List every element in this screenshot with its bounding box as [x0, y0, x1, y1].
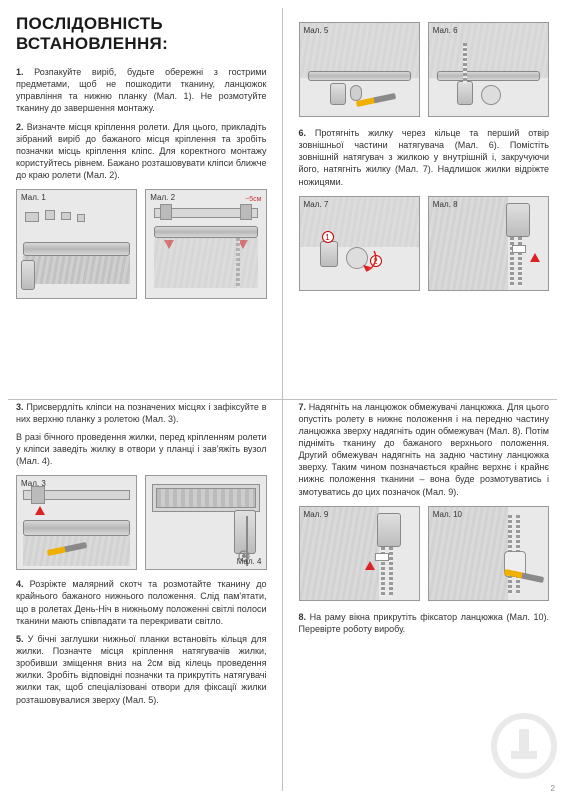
- quadrant-bottom-right: 7. Надягніть на ланцюжок обмежувачі ланц…: [283, 387, 565, 799]
- step-8-text: На раму вікна прикрутіть фіксатор ланцюж…: [299, 612, 549, 634]
- figure-8-label: Мал. 8: [433, 200, 458, 209]
- step-1-num: 1.: [16, 67, 24, 77]
- figure-7: Мал. 7 1 2: [299, 196, 420, 291]
- quadrant-bottom-left: 3. Присвердліть кліпси на позначених міс…: [0, 387, 283, 799]
- watermark-icon: [489, 711, 559, 781]
- step-6: 6. Протягніть жилку через кільце та перш…: [299, 127, 550, 188]
- callout-1: 1: [322, 231, 334, 243]
- step-5: 5. У бічні заглушки нижньої планки встан…: [16, 633, 267, 706]
- step-8: 8. На раму вікна прикрутіть фіксатор лан…: [299, 611, 550, 635]
- step-7-text: Надягніть на ланцюжок обмежувачі ланцюжк…: [299, 402, 550, 497]
- step-4-num: 4.: [16, 579, 24, 589]
- figure-5-label: Мал. 5: [304, 26, 329, 35]
- figure-10-label: Мал. 10: [433, 510, 462, 519]
- step-2: 2. Визначте місця кріплення ролети. Для …: [16, 121, 267, 182]
- figure-2-label: Мал. 2: [150, 193, 175, 202]
- step-4-text: Розріжте малярний скотч та розмотайте тк…: [16, 579, 267, 625]
- figure-3: Мал. 3: [16, 475, 137, 570]
- quadrant-top-right: Мал. 5 Мал. 6 6. Протягніть жилку через …: [283, 0, 565, 387]
- step-7-num: 7.: [299, 402, 307, 412]
- figrow-5-6: Мал. 5 Мал. 6: [299, 22, 550, 117]
- page-number: 2: [551, 784, 555, 793]
- figure-1: Мал. 1: [16, 189, 137, 299]
- step-8-num: 8.: [299, 612, 307, 622]
- step-3-text: Присвердліть кліпси на позначених місцях…: [16, 402, 267, 424]
- figrow-1-2: Мал. 1 Мал. 2 ~5см: [16, 189, 267, 299]
- step-3b: В разі бічного проведення жилки, перед к…: [16, 431, 267, 467]
- step-2-text: Визначте місця кріплення ролети. Для цьо…: [16, 122, 267, 181]
- step-5-text: У бічні заглушки нижньої планки встанові…: [16, 634, 267, 705]
- figure-9: Мал. 9: [299, 506, 420, 601]
- step-3-num: 3.: [16, 402, 24, 412]
- figure-1-label: Мал. 1: [21, 193, 46, 202]
- figure-3-label: Мал. 3: [21, 479, 46, 488]
- step-1: 1. Розпакуйте виріб, будьте обережні з г…: [16, 66, 267, 115]
- figrow-3-4: Мал. 3 Мал. 4: [16, 475, 267, 570]
- step-5-num: 5.: [16, 634, 24, 644]
- step-3: 3. Присвердліть кліпси на позначених міс…: [16, 401, 267, 425]
- quadrant-top-left: ПОСЛІДОВНІСТЬ ВСТАНОВЛЕННЯ: 1. Розпакуйт…: [0, 0, 283, 387]
- step-7: 7. Надягніть на ланцюжок обмежувачі ланц…: [299, 401, 550, 498]
- figure-9-label: Мал. 9: [304, 510, 329, 519]
- figrow-9-10: Мал. 9 Мал. 10: [299, 506, 550, 601]
- dim-5cm: ~5см: [245, 196, 261, 203]
- figure-2: Мал. 2 ~5см: [145, 189, 266, 299]
- step-6-text: Протягніть жилку через кільце та перший …: [299, 128, 550, 187]
- step-6-num: 6.: [299, 128, 307, 138]
- step-3b-text: В разі бічного проведення жилки, перед к…: [16, 432, 267, 466]
- step-2-num: 2.: [16, 122, 24, 132]
- figrow-7-8: Мал. 7 1 2 Мал. 8: [299, 196, 550, 291]
- page-title: ПОСЛІДОВНІСТЬ ВСТАНОВЛЕННЯ:: [16, 14, 267, 54]
- figure-5: Мал. 5: [299, 22, 420, 117]
- instruction-page: ПОСЛІДОВНІСТЬ ВСТАНОВЛЕННЯ: 1. Розпакуйт…: [0, 0, 565, 799]
- figure-8: Мал. 8: [428, 196, 549, 291]
- figure-4: Мал. 4: [145, 475, 266, 570]
- figure-7-label: Мал. 7: [304, 200, 329, 209]
- step-1-text: Розпакуйте виріб, будьте обережні з гост…: [16, 67, 267, 113]
- figure-6: Мал. 6: [428, 22, 549, 117]
- figure-4-label: Мал. 4: [237, 557, 262, 566]
- step-4: 4. Розріжте малярний скотч та розмотайте…: [16, 578, 267, 627]
- figure-6-label: Мал. 6: [433, 26, 458, 35]
- figure-10: Мал. 10: [428, 506, 549, 601]
